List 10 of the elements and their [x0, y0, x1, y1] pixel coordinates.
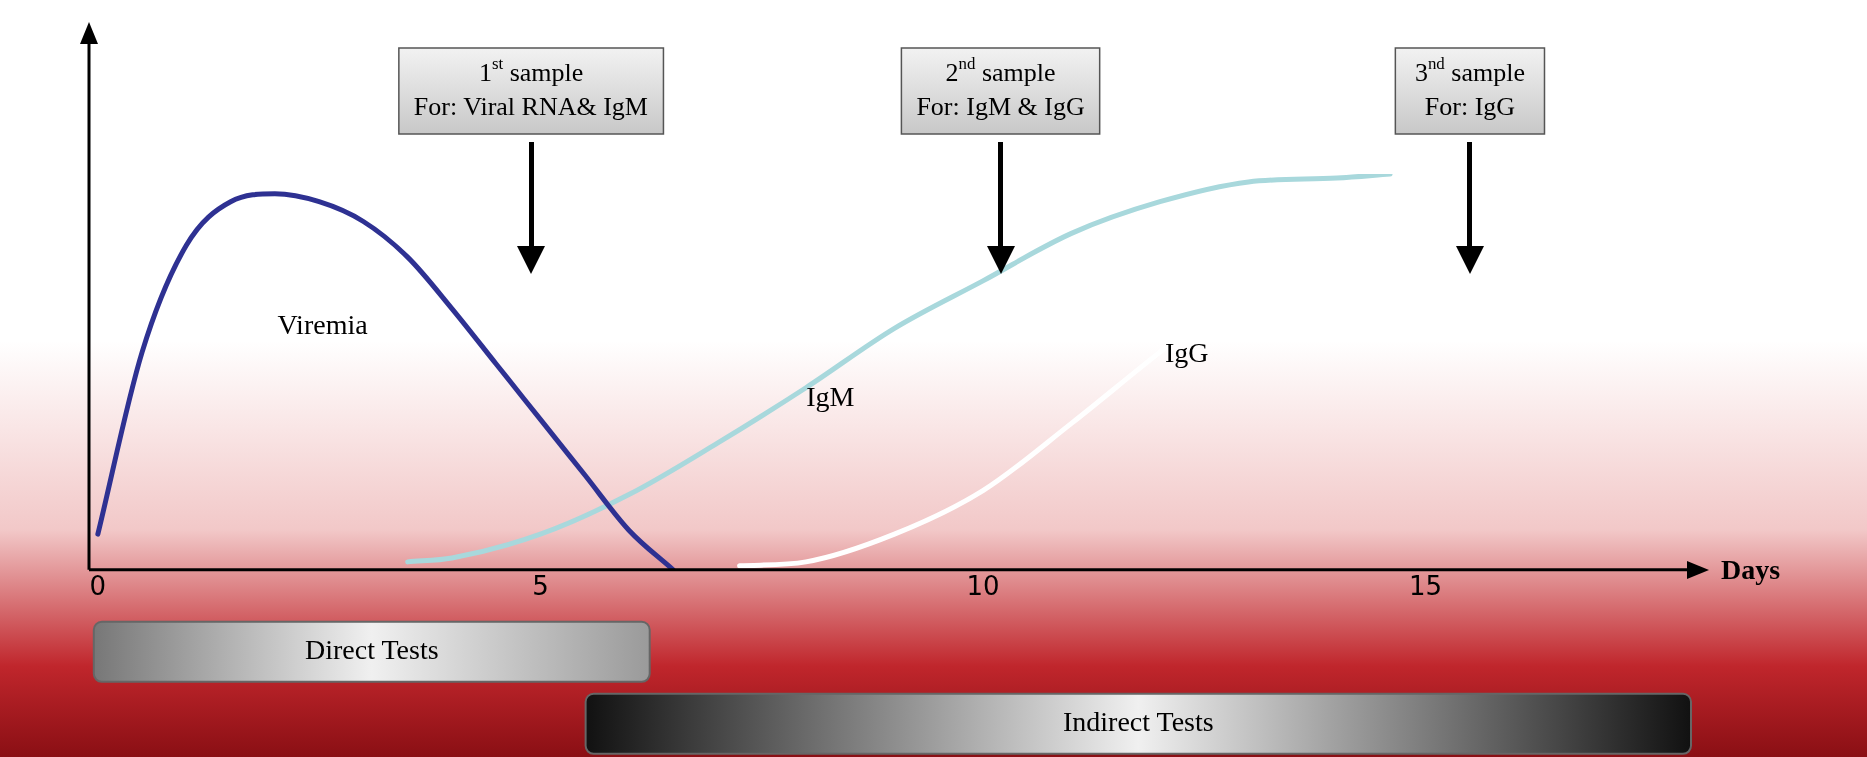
series-label: IgM [806, 380, 855, 412]
x-tick-label: 15 [1408, 571, 1443, 602]
x-tick-label: 0 [89, 571, 107, 602]
text: Viremia [277, 309, 369, 341]
text: Direct Tests [304, 634, 439, 666]
x-axis-title: Days [1721, 554, 1781, 586]
x-tick-label: 5 [532, 571, 549, 602]
x-tick-label: 10 [966, 571, 1000, 602]
text: Indirect Tests [1062, 706, 1214, 738]
series-label: IgG [1164, 337, 1209, 369]
